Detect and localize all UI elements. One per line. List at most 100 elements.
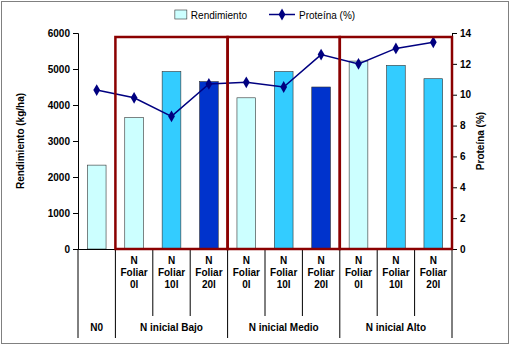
y2-tick-label: 10 <box>460 89 472 100</box>
y-tick: 5000 <box>48 64 78 75</box>
y-tick-mark <box>73 105 78 106</box>
y-tick-mark <box>73 33 78 34</box>
y2-tick-label: 14 <box>460 28 472 39</box>
legend-label: Rendimiento <box>191 10 248 21</box>
legend-item: Proteína (%) <box>269 9 355 21</box>
bar <box>125 118 144 249</box>
x-tick-label: NFoliar0l <box>120 255 147 290</box>
separator-line <box>377 249 378 316</box>
y2-tick-label: 6 <box>460 151 466 162</box>
group-box <box>340 37 452 249</box>
y2-tick-label: 12 <box>460 59 472 70</box>
separator-line <box>190 249 191 316</box>
y-axis-line <box>73 34 79 250</box>
x-tick: NFoliar10l <box>158 255 185 290</box>
y-tick-label: 1000 <box>48 208 71 219</box>
marker <box>393 43 400 55</box>
separator-line <box>78 249 79 338</box>
x-tick: NFoliar20l <box>307 255 334 290</box>
y2-tick: 10 <box>452 89 472 100</box>
y2-tick: 6 <box>452 151 466 162</box>
y2-tick: 2 <box>452 213 466 224</box>
group-label: N inicial Alto <box>366 322 426 333</box>
y-tick-mark <box>73 249 78 250</box>
group-boxes <box>115 37 452 249</box>
bar <box>237 98 256 249</box>
category-separators <box>78 249 452 338</box>
y-tick-label: 2000 <box>48 172 71 183</box>
bar <box>200 82 219 249</box>
bar <box>87 165 106 249</box>
group-labels: N0N inicial BajoN inicial MedioN inicial… <box>90 322 426 333</box>
y-axis-title: Rendimiento (kg/ha) <box>15 93 26 189</box>
separator-line <box>339 249 340 338</box>
legend: Rendimiento Proteína (%) <box>175 9 355 21</box>
bar <box>349 61 368 249</box>
y-tick: 6000 <box>48 28 78 39</box>
y-tick-mark <box>73 177 78 178</box>
y-tick-mark <box>73 69 78 70</box>
bar <box>387 65 406 249</box>
y-axis: 0 1000 2000 3000 4000 5000 6000 <box>48 28 79 255</box>
legend-swatch <box>175 10 187 19</box>
y-tick: 4000 <box>48 100 78 111</box>
y2-tick-mark <box>452 33 457 34</box>
y2-tick: 8 <box>452 120 466 131</box>
y2-axis: 0 2 4 6 8 10 12 14 <box>452 28 472 255</box>
y2-axis-title: Proteína (%) <box>475 112 486 170</box>
line-series <box>93 36 436 122</box>
chart-container: 0 1000 2000 3000 4000 5000 6000 0 2 4 6 8 10 12 14 NFol… <box>0 0 510 345</box>
separator-line <box>265 249 266 316</box>
x-tick-label: NFoliar0l <box>233 255 260 290</box>
bar <box>312 87 331 249</box>
x-tick-label: NFoliar10l <box>270 255 297 290</box>
y-tick-mark <box>73 213 78 214</box>
marker <box>131 92 138 104</box>
legend-item: Rendimiento <box>175 10 248 21</box>
plot-area <box>87 36 442 249</box>
y2-tick-label: 0 <box>460 244 466 255</box>
group-label: N inicial Medio <box>249 322 319 333</box>
legend-label: Proteína (%) <box>299 10 355 21</box>
separator-line <box>452 249 453 338</box>
x-tick-label: NFoliar10l <box>158 255 185 290</box>
x-tick: NFoliar20l <box>195 255 222 290</box>
separator-line <box>115 249 116 338</box>
marker <box>168 110 175 122</box>
group-box <box>228 37 340 249</box>
y2-tick-label: 2 <box>460 213 466 224</box>
y2-tick: 14 <box>452 28 472 39</box>
group-box <box>115 37 227 249</box>
y2-tick-label: 8 <box>460 120 466 131</box>
legend-marker <box>279 9 286 21</box>
y-tick: 1000 <box>48 208 78 219</box>
y2-tick: 12 <box>452 59 472 70</box>
group-label: N inicial Bajo <box>140 322 203 333</box>
marker <box>355 58 362 70</box>
x-tick: NFoliar10l <box>382 255 409 290</box>
chart-svg: 0 1000 2000 3000 4000 5000 6000 0 2 4 6 8 10 12 14 NFol… <box>0 0 510 345</box>
x-tick-label: NFoliar20l <box>420 255 447 290</box>
y2-tick: 0 <box>452 244 466 255</box>
bar-series <box>87 61 442 249</box>
x-tick: NFoliar20l <box>420 255 447 290</box>
marker <box>206 78 213 90</box>
marker <box>280 81 287 93</box>
y-tick-label: 4000 <box>48 100 71 111</box>
separator-line <box>227 249 228 338</box>
y-tick-label: 0 <box>64 244 70 255</box>
x-tick: NFoliar0l <box>345 255 372 290</box>
line <box>97 42 434 116</box>
x-tick: NFoliar0l <box>120 255 147 290</box>
y-tick-label: 5000 <box>48 64 71 75</box>
chart-border <box>2 2 509 344</box>
y-tick-mark <box>73 141 78 142</box>
y2-tick: 4 <box>452 182 466 193</box>
y-tick: 2000 <box>48 172 78 183</box>
y-tick: 0 <box>64 244 78 255</box>
y2-tick-label: 4 <box>460 182 466 193</box>
bar <box>162 72 181 249</box>
y-tick-label: 3000 <box>48 136 71 147</box>
separator-line <box>414 249 415 316</box>
y-tick-label: 6000 <box>48 28 71 39</box>
